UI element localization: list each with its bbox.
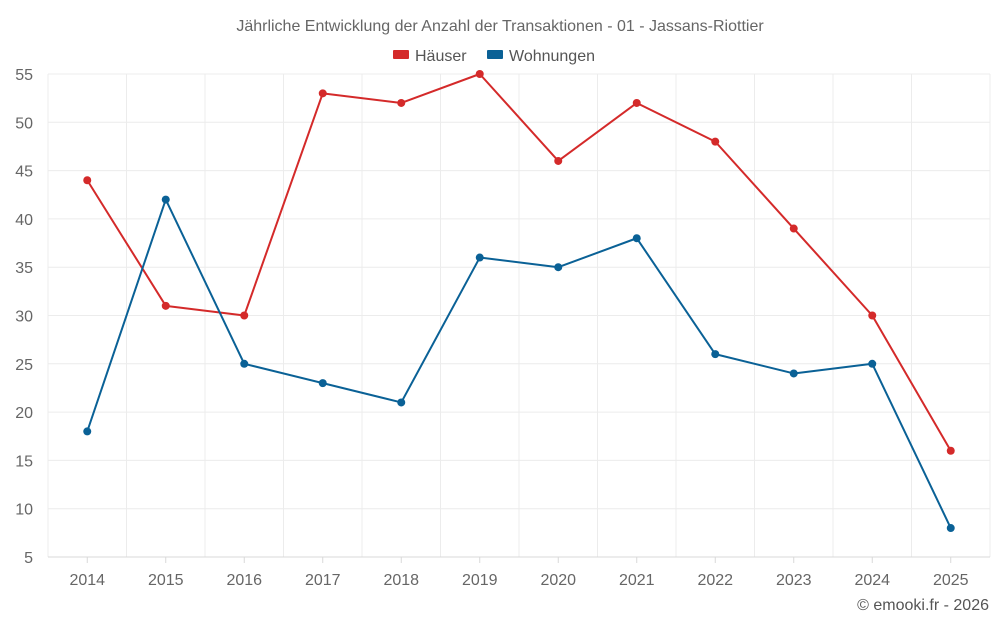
data-point[interactable] [554,156,563,165]
data-point[interactable] [161,301,170,310]
x-tick-label: 2023 [776,572,812,589]
data-point[interactable] [318,379,327,388]
data-point[interactable] [946,524,955,533]
data-point[interactable] [711,350,720,359]
x-tick-label: 2015 [148,572,184,589]
copyright-text: © emooki.fr - 2026 [857,597,989,614]
legend: Häuser Wohnungen [393,48,595,65]
data-point[interactable] [946,446,955,455]
x-tick-label: 2016 [226,572,262,589]
y-tick-label: 15 [15,453,33,470]
data-point[interactable] [554,263,563,272]
data-point[interactable] [240,359,249,368]
data-point[interactable] [711,137,720,146]
data-point[interactable] [397,398,406,407]
y-tick-label: 20 [15,405,33,422]
x-tick-label: 2021 [619,572,655,589]
data-point[interactable] [632,98,641,107]
series [83,70,955,533]
y-tick-label: 30 [15,309,33,326]
data-point[interactable] [83,427,92,436]
y-tick-label: 55 [15,67,33,84]
data-point[interactable] [632,234,641,243]
y-tick-label: 25 [15,357,33,374]
data-point[interactable] [789,369,798,378]
y-tick-label: 45 [15,164,33,181]
legend-label-wohnungen: Wohnungen [509,48,595,65]
data-point[interactable] [475,253,484,262]
data-point[interactable] [868,359,877,368]
data-point[interactable] [475,70,484,78]
x-tick-label: 2014 [69,572,105,589]
legend-item-hauser[interactable]: Häuser [393,48,467,65]
x-tick-label: 2017 [305,572,341,589]
legend-item-wohnungen[interactable]: Wohnungen [487,48,595,65]
x-tick-label: 2018 [383,572,419,589]
data-point[interactable] [318,89,327,98]
y-tick-label: 35 [15,260,33,277]
data-point[interactable] [789,224,798,233]
x-tick-label: 2020 [540,572,576,589]
data-point[interactable] [240,311,249,320]
series-hauser [83,70,955,455]
data-point[interactable] [397,98,406,107]
series-wohnungen [83,195,955,533]
series-line [86,198,952,529]
data-point[interactable] [83,176,92,185]
chart-title: Jährliche Entwicklung der Anzahl der Tra… [236,18,764,35]
data-point[interactable] [161,195,170,204]
y-tick-label: 5 [24,550,33,567]
legend-swatch-hauser [393,50,409,59]
data-point[interactable] [868,311,877,320]
x-tick-label: 2025 [933,572,969,589]
x-tick-label: 2024 [854,572,890,589]
x-tick-label: 2019 [462,572,498,589]
y-tick-label: 10 [15,502,33,519]
series-line [86,73,952,452]
legend-swatch-wohnungen [487,50,503,59]
y-tick-label: 40 [15,212,33,229]
legend-label-hauser: Häuser [415,48,467,65]
grid [47,73,991,558]
x-tick-label: 2022 [697,572,733,589]
y-tick-label: 50 [15,115,33,132]
